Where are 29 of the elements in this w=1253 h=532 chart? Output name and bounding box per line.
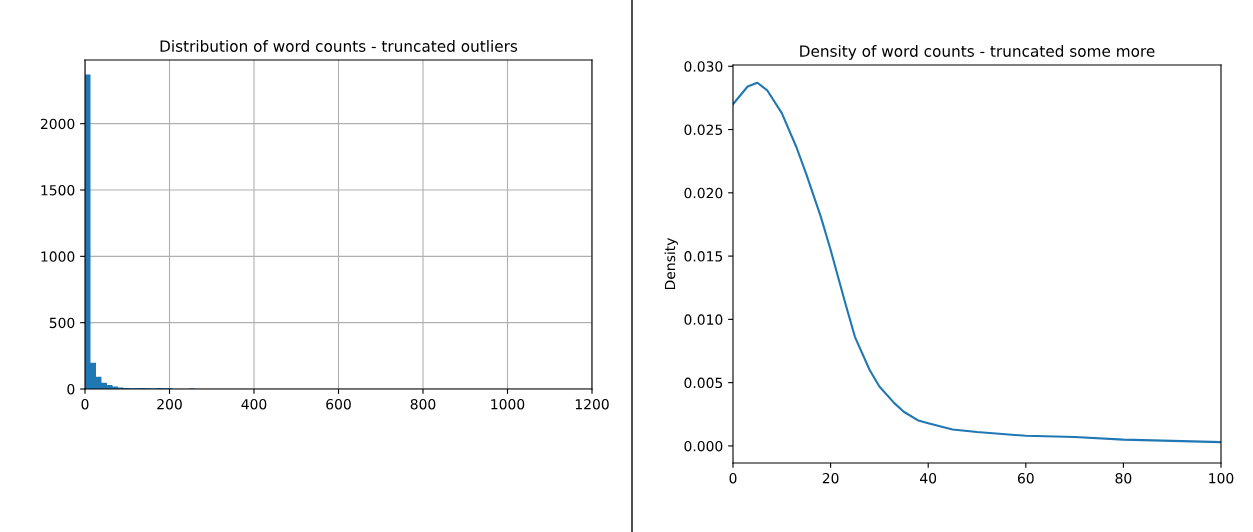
y-tick-label: 1500 [41,184,75,196]
x-tick-label: 0 [81,398,89,410]
x-tick-label: 1200 [575,398,609,410]
y-tick-label: 0.015 [684,251,723,262]
y-tick-label: 0.000 [684,440,723,452]
x-tick-label: 400 [241,398,267,410]
y-tick-label: 0.005 [684,377,723,389]
x-tick-label: 800 [410,398,436,410]
y-tick-label: 2000 [40,118,75,130]
chart-title: Distribution of word counts - truncated outliers [160,40,518,52]
x-tick-label: 0 [729,472,737,484]
x-tick-label: 80 [1115,472,1132,484]
y-tick-label: 0.010 [684,314,723,325]
y-tick-label: 1000 [41,251,75,262]
chart-title: Density of word counts - truncated some more [800,45,1155,60]
x-tick-label: 200 [157,398,182,410]
x-tick-label: 100 [1209,472,1234,484]
line-series [733,81,1221,444]
y-axis-title: Density [664,238,678,290]
y-tick-label: 0 [67,383,75,395]
x-tick-label: 40 [920,472,937,484]
x-tick-label: 1000 [491,398,525,410]
y-tick-label: 0.025 [684,124,723,136]
y-tick-label: 0.030 [684,61,723,72]
x-tick-label: 600 [326,398,351,410]
y-tick-label: 0.020 [684,187,723,199]
y-tick-label: 500 [49,317,75,329]
x-tick-label: 20 [822,472,839,484]
x-tick-label: 60 [1017,472,1034,484]
